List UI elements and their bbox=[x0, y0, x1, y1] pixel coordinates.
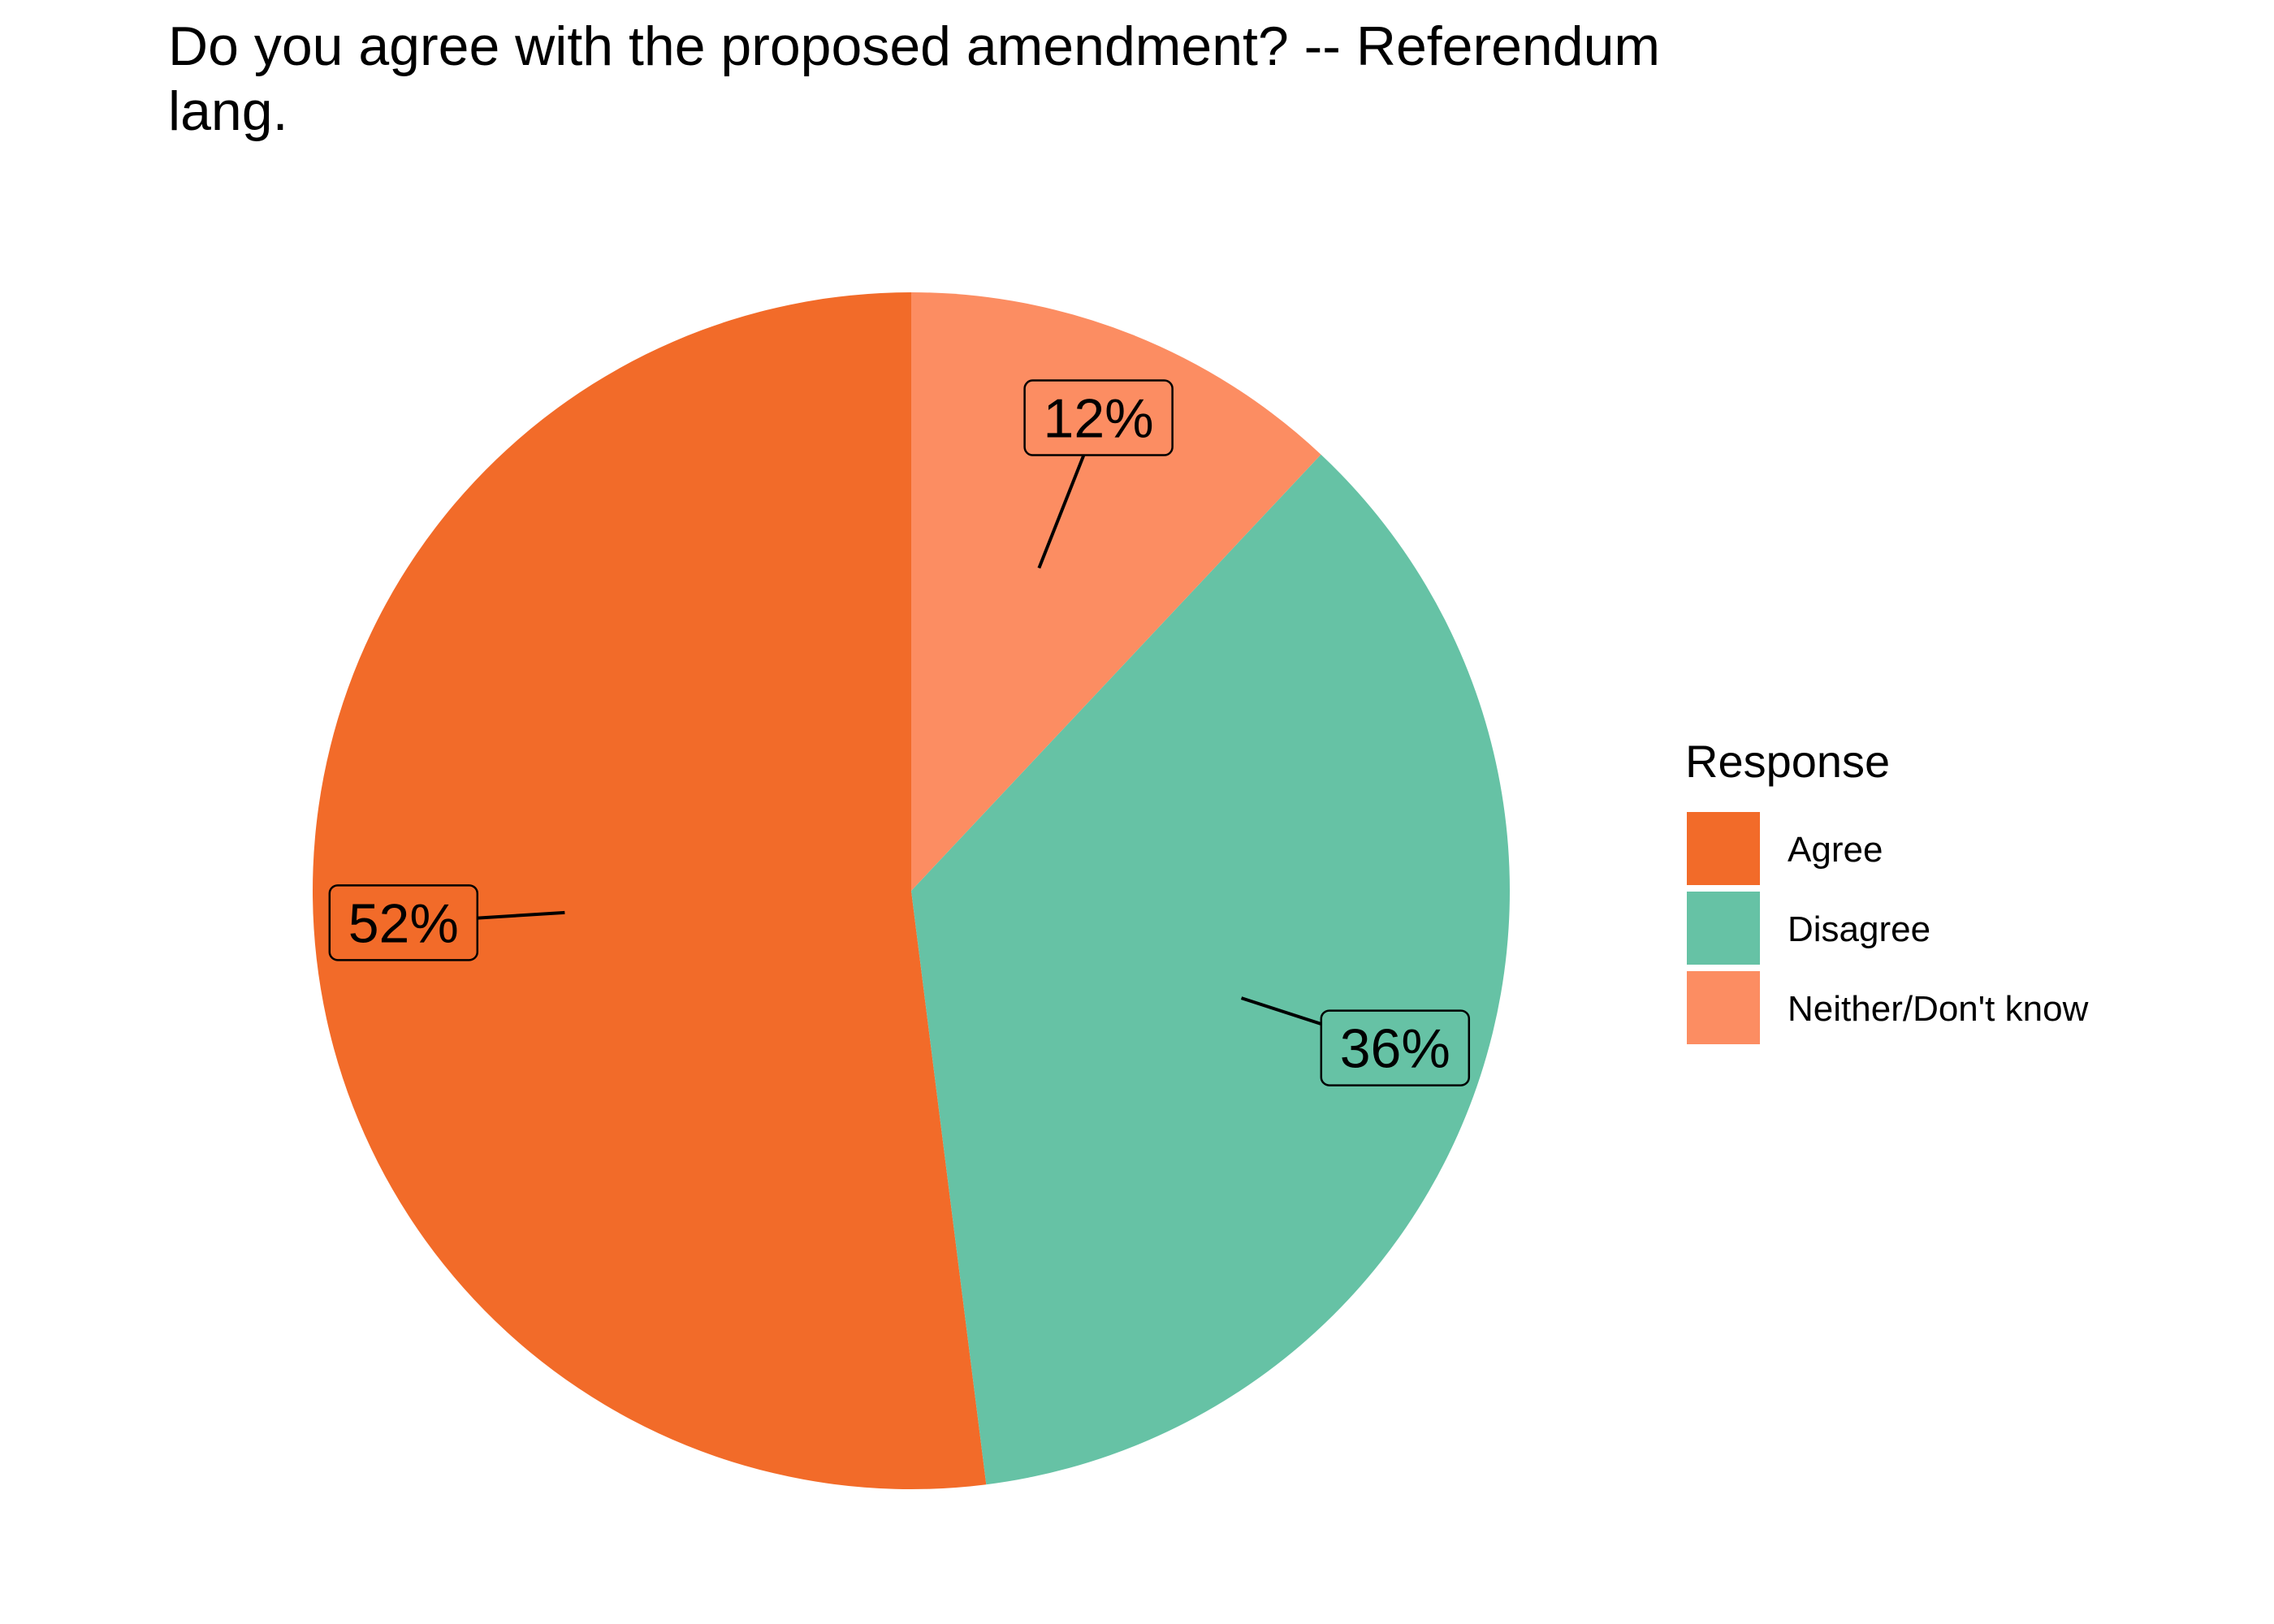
value-label-box bbox=[328, 884, 479, 961]
legend-item-neither-don-t-know: Neither/Don't know bbox=[1687, 971, 2089, 1044]
value-label-disagree: 36% bbox=[1320, 1009, 1471, 1086]
legend-items: Agree Disagree Neither/Don't know bbox=[1687, 812, 2089, 1044]
value-label-neither-don-t-know: 12% bbox=[1023, 379, 1174, 456]
value-label-box bbox=[1320, 1009, 1471, 1086]
legend-label: Neither/Don't know bbox=[1788, 989, 2089, 1029]
value-label-box bbox=[1023, 379, 1174, 456]
value-label-agree: 52% bbox=[328, 884, 479, 961]
pie-slice-agree bbox=[313, 292, 987, 1489]
pie-value-labels: 52% 36% 12% bbox=[328, 379, 1471, 1086]
legend: Response Agree Disagree Neither/Don't know bbox=[1685, 736, 2089, 1044]
legend-swatch bbox=[1687, 971, 1760, 1044]
pie-slice-disagree bbox=[911, 454, 1510, 1485]
value-label-text: 52% bbox=[348, 892, 459, 954]
legend-label: Disagree bbox=[1788, 909, 1930, 949]
chart-title-line-1: Do you agree with the proposed amendment… bbox=[168, 15, 1660, 77]
pie-slice-neither-don-t-know bbox=[911, 292, 1321, 891]
chart-title-line-2: lang. bbox=[168, 80, 287, 142]
legend-title: Response bbox=[1685, 736, 1890, 787]
pie-slices bbox=[313, 292, 1510, 1489]
legend-label: Agree bbox=[1788, 830, 1883, 870]
value-label-text: 36% bbox=[1340, 1018, 1450, 1080]
chart-title: Do you agree with the proposed amendment… bbox=[168, 15, 1675, 142]
legend-item-disagree: Disagree bbox=[1687, 892, 1930, 965]
legend-item-agree: Agree bbox=[1687, 812, 1883, 885]
legend-swatch bbox=[1687, 812, 1760, 885]
value-label-text: 12% bbox=[1044, 388, 1154, 450]
legend-swatch bbox=[1687, 892, 1760, 965]
